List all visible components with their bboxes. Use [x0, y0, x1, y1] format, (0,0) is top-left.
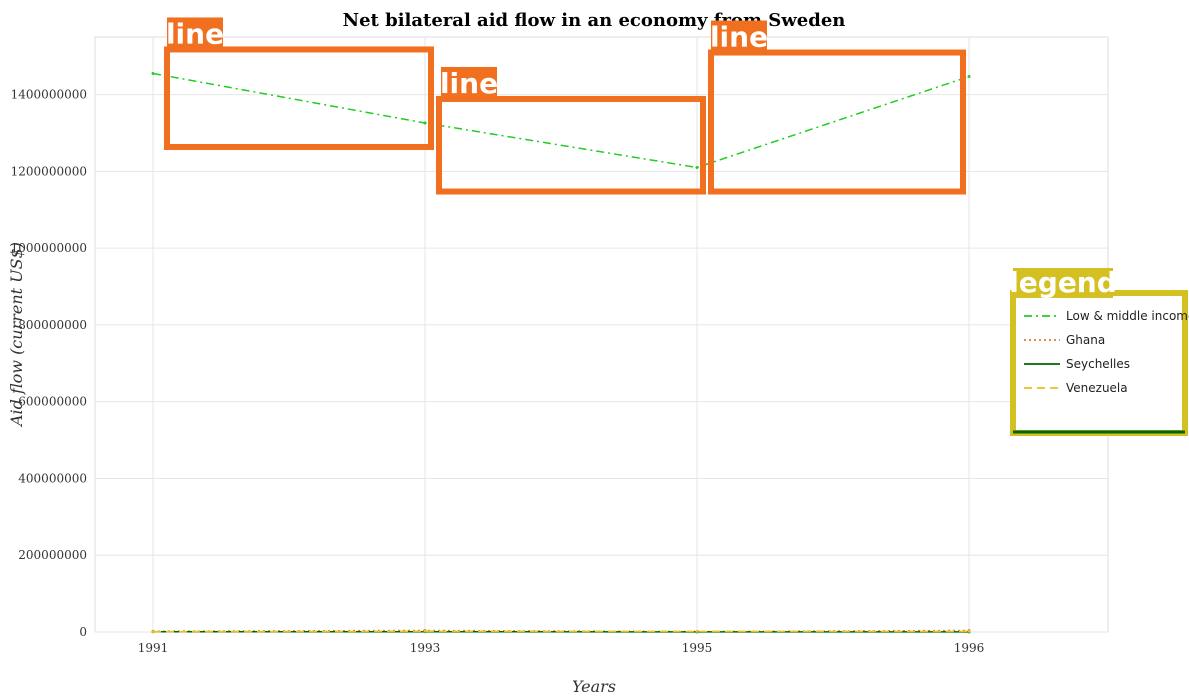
- annotation-box: [708, 49, 966, 195]
- legend-label: Venezuela: [1066, 381, 1128, 395]
- y-axis-label: Aid flow (current US$): [7, 242, 26, 428]
- y-tick-label: 1000000000: [11, 241, 87, 255]
- y-axis-ticks: 0 200000000 400000000 600000000 800000000 100…: [11, 88, 87, 639]
- annotation-box: [164, 46, 434, 150]
- legend-label: Low & middle income: [1066, 309, 1189, 323]
- legend-items: Low & middle income Ghana Seychelles Venezu…: [1013, 309, 1189, 434]
- x-axis-ticks: 1991 1993 1995 1996: [138, 641, 985, 655]
- annotation-tag: [711, 20, 767, 51]
- data-point: [423, 121, 427, 125]
- data-point: [151, 630, 155, 634]
- plot-background: [94, 36, 1109, 633]
- legend-label: Seychelles: [1066, 357, 1130, 371]
- y-tick-label: 0: [79, 625, 87, 639]
- legend-title-background: [1013, 268, 1113, 298]
- x-axis-label: Years: [572, 677, 616, 696]
- legend: legend Low & middle income Ghana Seychelle…: [1009, 266, 1189, 436]
- y-tick-label: 200000000: [18, 548, 87, 562]
- chart-title: Net bilateral aid flow in an economy fro…: [343, 10, 846, 31]
- y-tick-label: 1200000000: [11, 164, 87, 178]
- legend-label: Ghana: [1066, 333, 1105, 347]
- annotation-tag: [167, 17, 223, 48]
- annotation-label: line: [440, 67, 498, 100]
- y-tick-label: 1400000000: [11, 88, 87, 102]
- x-tick-label: 1995: [682, 641, 713, 655]
- series-lines: [151, 71, 971, 634]
- x-tick-label: 1993: [410, 641, 441, 655]
- data-point: [151, 71, 155, 75]
- annotation-label: line: [166, 17, 224, 50]
- data-point: [423, 629, 427, 633]
- annotations: line line line: [164, 17, 966, 195]
- legend-box: [1010, 290, 1188, 436]
- series-line-low-middle-income: [152, 72, 970, 169]
- data-point: [695, 166, 699, 170]
- y-tick-label: 600000000: [18, 395, 87, 409]
- y-tick-label: 800000000: [18, 318, 87, 332]
- annotation-box: [436, 95, 706, 195]
- plot-area: 0 200000000 400000000 600000000 800000000 100…: [11, 17, 1109, 655]
- legend-title: legend: [1009, 266, 1117, 299]
- annotation-tag: [441, 66, 497, 97]
- gridlines: [95, 37, 1108, 633]
- x-tick-label: 1991: [138, 641, 169, 655]
- data-point: [967, 75, 971, 79]
- data-point: [967, 629, 971, 633]
- y-tick-label: 400000000: [18, 471, 87, 485]
- annotation-label: line: [710, 21, 768, 54]
- x-tick-label: 1996: [954, 641, 985, 655]
- data-point: [695, 629, 699, 633]
